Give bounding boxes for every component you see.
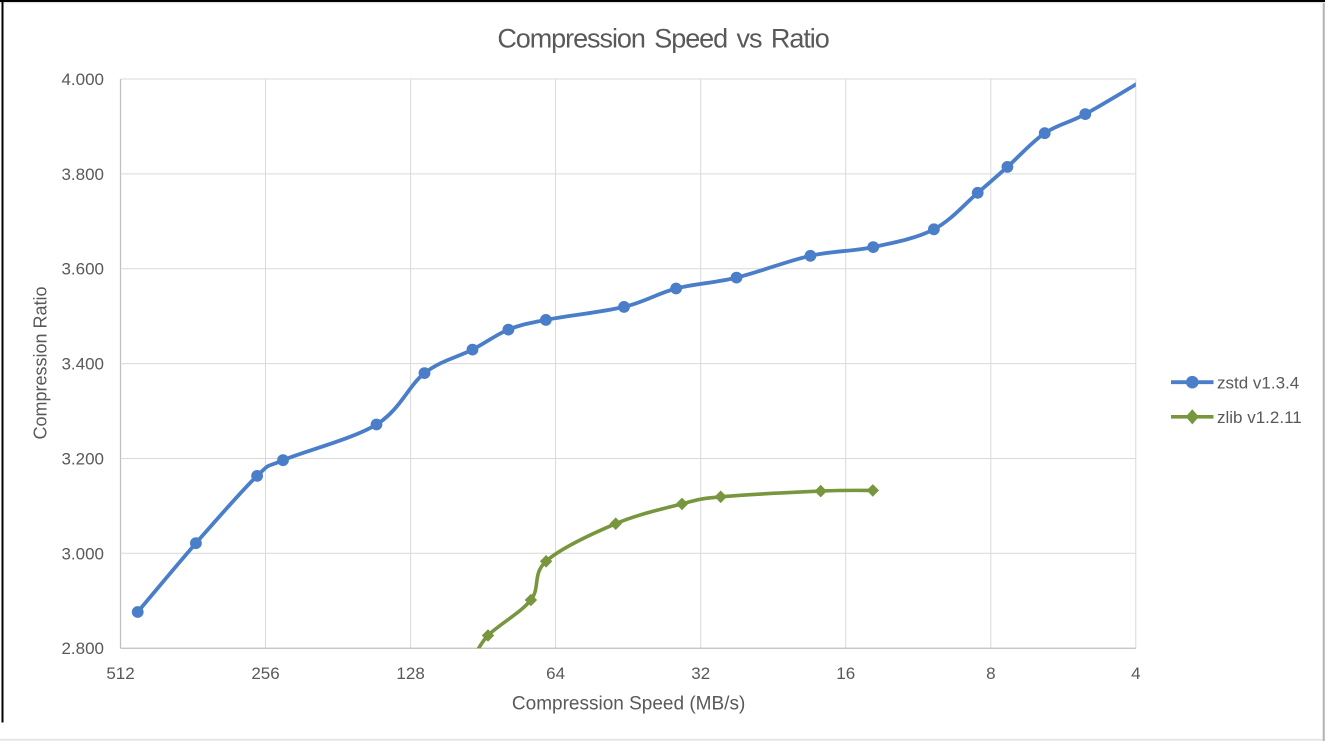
svg-text:3.200: 3.200 <box>61 450 104 469</box>
svg-text:zstd v1.3.4: zstd v1.3.4 <box>1217 373 1299 392</box>
svg-text:512: 512 <box>106 664 134 683</box>
svg-text:3.600: 3.600 <box>61 260 104 279</box>
svg-text:4: 4 <box>1131 664 1140 683</box>
svg-text:2.800: 2.800 <box>61 639 104 658</box>
svg-text:32: 32 <box>691 664 710 683</box>
svg-text:128: 128 <box>396 664 424 683</box>
svg-text:256: 256 <box>251 664 279 683</box>
svg-text:3.800: 3.800 <box>61 165 104 184</box>
svg-text:3.000: 3.000 <box>61 544 104 563</box>
svg-text:Compression Speed vs Ratio: Compression Speed vs Ratio <box>497 24 828 54</box>
svg-text:64: 64 <box>546 664 565 683</box>
svg-text:3.400: 3.400 <box>61 355 104 374</box>
svg-text:8: 8 <box>986 664 995 683</box>
svg-text:Compression Speed (MB/s): Compression Speed (MB/s) <box>512 694 745 715</box>
svg-text:4.000: 4.000 <box>61 70 104 89</box>
svg-text:zlib v1.2.11: zlib v1.2.11 <box>1217 408 1302 427</box>
svg-text:Compression Ratio: Compression Ratio <box>31 286 51 439</box>
svg-text:16: 16 <box>836 664 855 683</box>
